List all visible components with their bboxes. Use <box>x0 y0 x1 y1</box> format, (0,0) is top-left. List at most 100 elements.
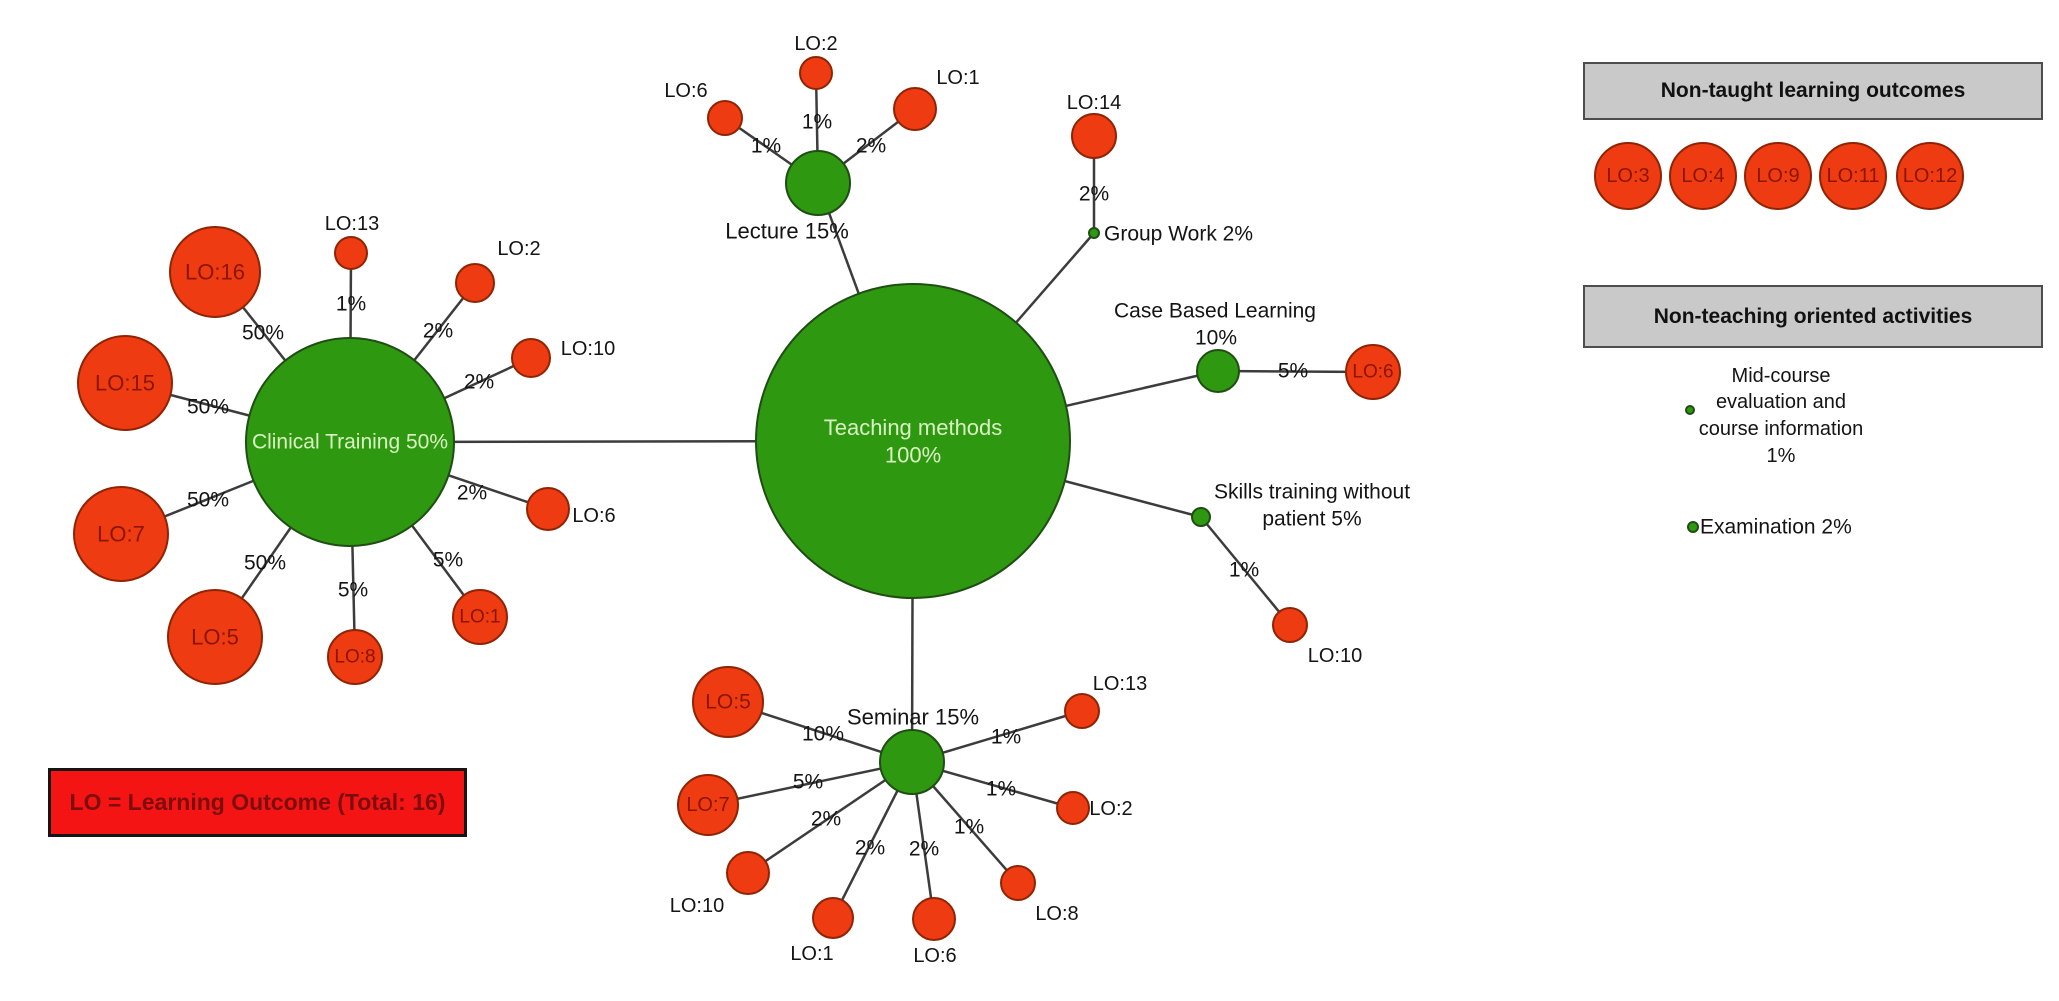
node-lec-lo2 <box>799 56 833 90</box>
node-label-ct-lo16: LO:16 <box>185 260 245 285</box>
node-ct-lo1 <box>452 589 508 645</box>
edge-label-cbl-cbl-lo6: 5% <box>1278 360 1308 383</box>
legend-text: LO = Learning Outcome (Total: 16) <box>69 789 446 815</box>
node-groupwork <box>1088 227 1100 239</box>
node-seminar <box>879 729 945 795</box>
node-sem-lo10 <box>726 851 770 895</box>
node-teaching <box>755 283 1071 599</box>
edge-label-clinical-ct-lo6: 2% <box>457 482 487 505</box>
node-label-teaching: 100% <box>885 442 941 467</box>
node-label-teaching: Teaching methods <box>824 415 1003 440</box>
diagram-label: LO:10 <box>561 338 615 360</box>
node-nt-lo12 <box>1896 142 1964 210</box>
node-ct-lo13 <box>334 236 368 270</box>
diagram-label: Examination 2% <box>1700 516 1852 539</box>
edge-label-lecture-lec-lo2: 1% <box>802 111 832 134</box>
diagram-label: 10% <box>1195 327 1237 350</box>
edge-label-seminar-sem-lo6: 2% <box>909 838 939 861</box>
node-sem-lo7 <box>677 774 739 836</box>
edge-seminar-sem-lo10 <box>747 760 913 875</box>
edge-label-clinical-ct-lo7: 50% <box>187 489 229 512</box>
edge-label-lecture-lec-lo1: 2% <box>856 135 886 158</box>
diagram-label: LO:10 <box>670 895 724 917</box>
node-label-nt-lo3: LO:3 <box>1606 165 1649 187</box>
diagram-label: LO:8 <box>1035 903 1078 925</box>
edge-label-seminar-sem-lo8: 1% <box>954 816 984 839</box>
edge-label-skills-sk-lo10: 1% <box>1229 559 1259 582</box>
legend-box: LO = Learning Outcome (Total: 16) <box>48 768 467 837</box>
node-clinical <box>245 337 455 547</box>
diagram-label: LO:1 <box>936 67 979 89</box>
node-label-ct-lo1: LO:1 <box>459 607 500 628</box>
node-label-ct-lo15: LO:15 <box>95 371 155 396</box>
node-lec-lo6 <box>707 100 743 136</box>
node-sk-lo10 <box>1272 607 1308 643</box>
diagram-label: 1% <box>1767 445 1796 467</box>
node-label-nt-lo11: LO:11 <box>1827 165 1880 187</box>
edge-label-seminar-sem-lo7: 5% <box>793 771 823 794</box>
diagram-label: LO:2 <box>1089 798 1132 820</box>
edge-label-seminar-sem-lo5: 10% <box>802 723 844 746</box>
edge-label-clinical-ct-lo10: 2% <box>464 371 494 394</box>
diagram-label: LO:2 <box>497 238 540 260</box>
node-sem-lo5 <box>692 666 764 738</box>
diagram-label: Seminar 15% <box>847 705 979 730</box>
node-label-ct-lo5: LO:5 <box>191 625 239 650</box>
diagram-label: LO:13 <box>325 213 379 235</box>
edge-label-clinical-ct-lo1: 5% <box>433 549 463 572</box>
node-label-clinical: Clinical Training 50% <box>252 431 448 454</box>
diagram-label: evaluation and <box>1716 391 1846 413</box>
diagram-label: Group Work 2% <box>1104 223 1253 246</box>
node-label-sem-lo5: LO:5 <box>705 691 751 714</box>
node-nt-lo4 <box>1669 142 1737 210</box>
non-teaching-activities-title: Non-teaching oriented activities <box>1653 304 1973 328</box>
node-lec-lo1 <box>893 87 937 131</box>
node-skills <box>1191 507 1211 527</box>
node-ct-lo8 <box>327 629 383 685</box>
node-label-sem-lo7: LO:7 <box>686 794 729 816</box>
node-ct-lo2 <box>455 263 495 303</box>
node-sem-lo8 <box>1000 865 1036 901</box>
node-ct-lo15 <box>77 335 173 431</box>
node-lecture <box>785 150 851 216</box>
diagram-label: LO:6 <box>913 945 956 967</box>
non-teaching-activities-header: Non-teaching oriented activities <box>1583 285 2043 348</box>
diagram-label: Skills training without <box>1214 481 1410 504</box>
node-ct-lo10 <box>511 338 551 378</box>
node-nt-lo11 <box>1819 142 1887 210</box>
node-gw-lo14 <box>1071 113 1117 159</box>
diagram-label: LO:2 <box>794 33 837 55</box>
diagram-label: course information <box>1699 418 1864 440</box>
node-midcourse-dot <box>1685 405 1695 415</box>
node-cbl <box>1196 349 1240 393</box>
node-sem-lo6 <box>912 897 956 941</box>
non-taught-outcomes-header: Non-taught learning outcomes <box>1583 62 2043 120</box>
diagram-label: LO:10 <box>1308 645 1362 667</box>
diagram-label: LO:14 <box>1067 92 1121 114</box>
node-label-nt-lo12: LO:12 <box>1903 165 1957 187</box>
diagram-label: LO:13 <box>1093 673 1147 695</box>
node-nt-lo9 <box>1744 142 1812 210</box>
edge-label-seminar-sem-lo10: 2% <box>811 808 841 831</box>
edge-label-clinical-ct-lo8: 5% <box>338 579 368 602</box>
edge-skills-sk-lo10 <box>1200 516 1291 626</box>
node-label-ct-lo8: LO:8 <box>334 647 375 668</box>
node-nt-lo3 <box>1594 142 1662 210</box>
node-label-cbl-lo6: LO:6 <box>1352 362 1393 383</box>
node-cbl-lo6 <box>1345 344 1401 400</box>
node-sem-lo2 <box>1056 791 1090 825</box>
diagram-label: Mid-course <box>1732 365 1831 387</box>
edge-seminar-sem-lo7 <box>707 760 913 807</box>
diagram-label: LO:6 <box>572 505 615 527</box>
edge-label-clinical-ct-lo2: 2% <box>423 320 453 343</box>
node-ct-lo7 <box>73 486 169 582</box>
diagram-label: patient 5% <box>1262 508 1361 531</box>
diagram-label: LO:1 <box>790 943 833 965</box>
edge-label-clinical-ct-lo5: 50% <box>244 552 286 575</box>
node-sem-lo1 <box>812 897 854 939</box>
diagram-label: Case Based Learning <box>1114 300 1316 323</box>
diagram-label: Lecture 15% <box>725 219 849 244</box>
node-ct-lo6 <box>526 487 570 531</box>
